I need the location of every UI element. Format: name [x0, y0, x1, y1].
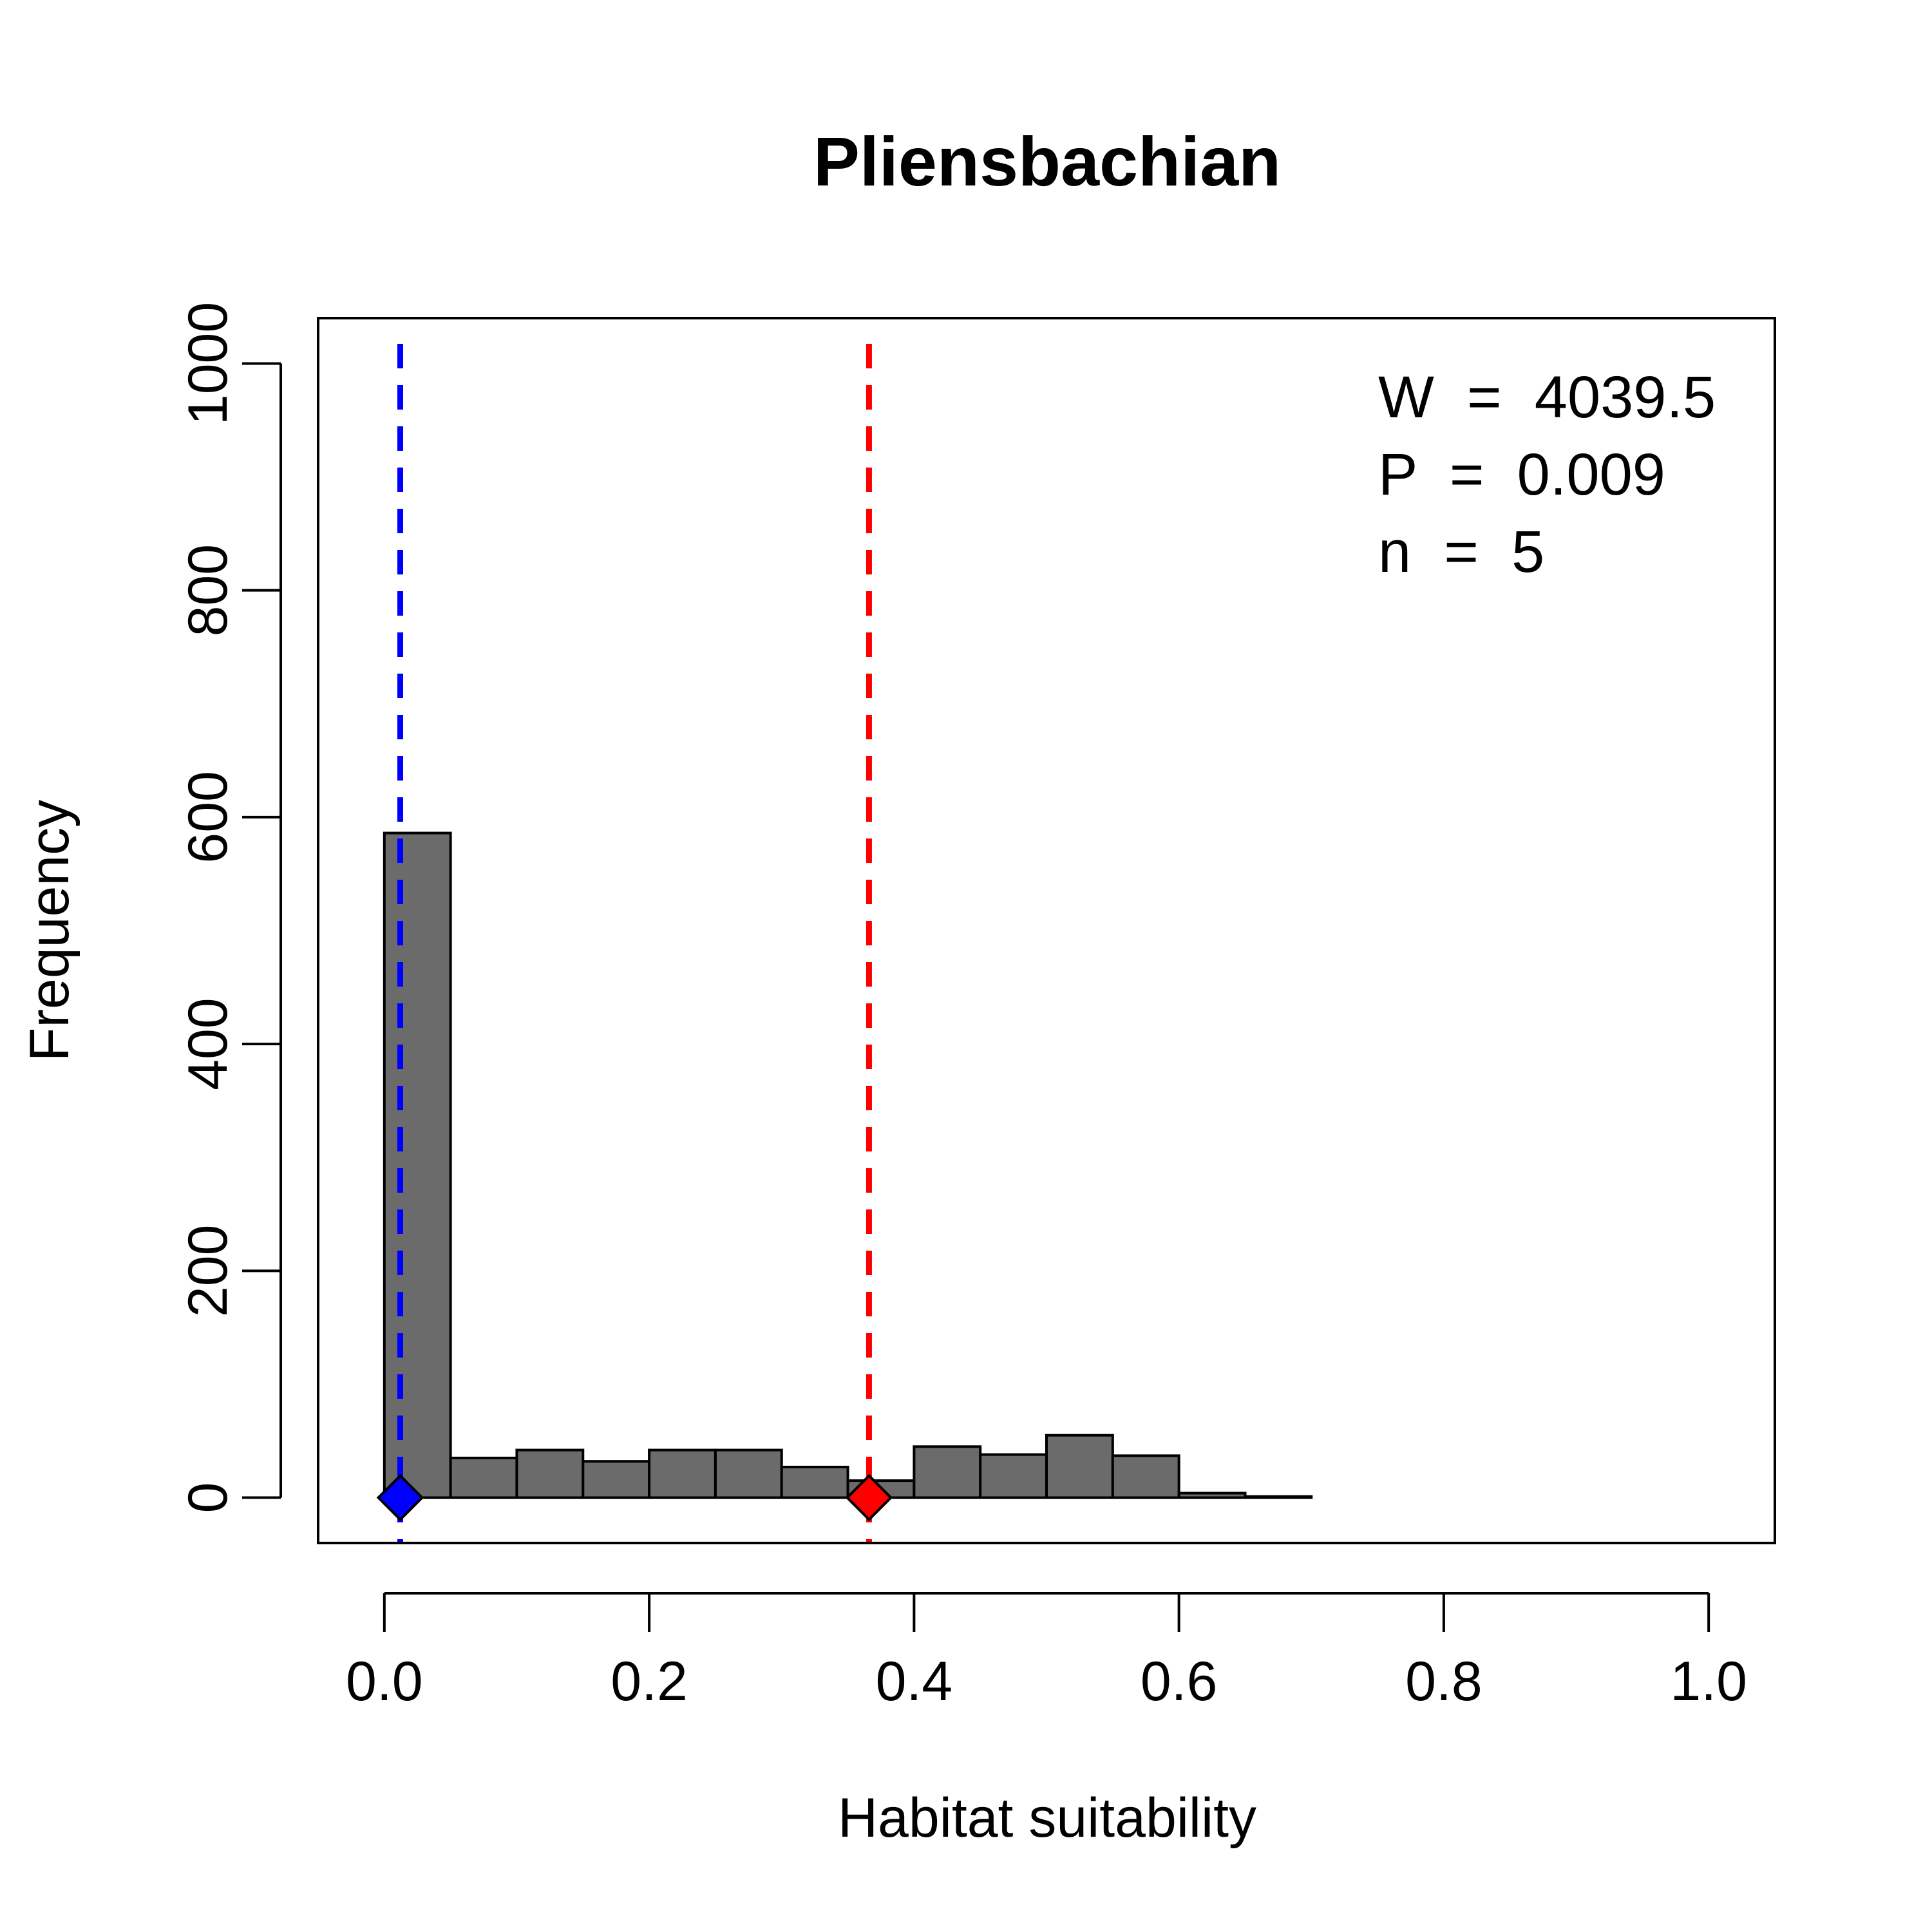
y-axis-label: Frequency — [19, 800, 80, 1061]
stat-p: P = 0.009 — [1378, 442, 1665, 507]
histogram-bar-8 — [913, 1445, 982, 1499]
stat-w: W = 4039.5 — [1378, 365, 1716, 430]
y-tick-label-4: 800 — [177, 544, 239, 637]
histogram-bar-10 — [1045, 1434, 1114, 1499]
diamond-marker-0 — [376, 1473, 424, 1522]
histogram-bar-2 — [515, 1448, 585, 1499]
x-tick-label-1: 0.2 — [611, 1651, 688, 1712]
histogram-bar-6 — [780, 1466, 849, 1499]
diamond-marker-1 — [845, 1473, 893, 1522]
y-tick-label-1: 200 — [177, 1225, 239, 1318]
plot-frame — [317, 317, 1776, 1544]
histogram-bar-3 — [582, 1460, 651, 1499]
y-axis: 0 200 400 600 800 1000 — [177, 302, 282, 1513]
y-tick-label-2: 400 — [177, 998, 239, 1090]
x-tick-label-0: 0.0 — [346, 1651, 423, 1712]
y-tick-label-0: 0 — [177, 1482, 239, 1513]
histogram-bar-1 — [449, 1456, 518, 1499]
histogram-bar-9 — [979, 1453, 1048, 1499]
histogram-bars — [383, 831, 1313, 1499]
histogram-bar-5 — [714, 1448, 783, 1499]
y-tick-label-5: 1000 — [177, 302, 239, 425]
y-tick-label-3: 600 — [177, 771, 239, 864]
x-axis-label: Habitat suitability — [838, 1787, 1256, 1849]
reference-markers — [376, 1473, 893, 1522]
x-axis: 0.0 0.2 0.4 0.6 0.8 1.0 — [346, 1592, 1747, 1712]
x-tick-label-5: 1.0 — [1670, 1651, 1747, 1712]
reference-lines — [397, 344, 872, 1543]
x-tick-label-4: 0.8 — [1405, 1651, 1482, 1712]
histogram-bar-4 — [648, 1448, 717, 1499]
stats-annotations: W = 4039.5 P = 0.009 n = 5 — [1378, 365, 1716, 585]
histogram-bar-12 — [1177, 1492, 1247, 1499]
histogram-bar-0 — [383, 831, 452, 1499]
histogram-bar-11 — [1111, 1454, 1180, 1499]
x-tick-label-3: 0.6 — [1141, 1651, 1218, 1712]
histogram-bar-13 — [1244, 1495, 1313, 1499]
x-tick-label-2: 0.4 — [876, 1651, 953, 1712]
stat-n: n = 5 — [1378, 519, 1544, 585]
chart-title: Pliensbachian — [813, 122, 1281, 200]
